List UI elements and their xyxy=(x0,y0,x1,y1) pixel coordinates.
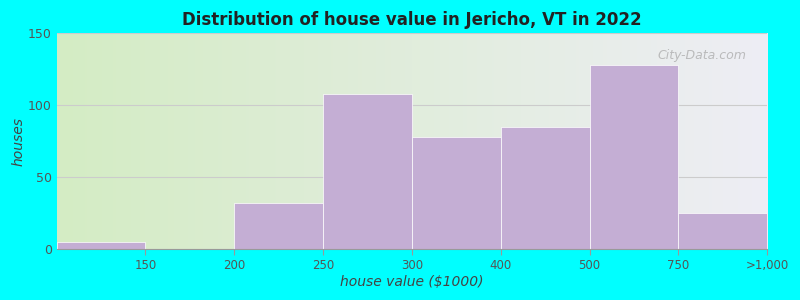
Y-axis label: houses: houses xyxy=(11,117,25,166)
Bar xyxy=(57,242,146,249)
Bar xyxy=(234,203,323,249)
Text: City-Data.com: City-Data.com xyxy=(657,49,746,62)
Bar xyxy=(412,137,501,249)
Title: Distribution of house value in Jericho, VT in 2022: Distribution of house value in Jericho, … xyxy=(182,11,642,29)
Bar xyxy=(590,65,678,249)
Bar xyxy=(323,94,412,249)
Bar xyxy=(501,127,590,249)
Bar xyxy=(678,213,767,249)
X-axis label: house value ($1000): house value ($1000) xyxy=(340,275,484,289)
